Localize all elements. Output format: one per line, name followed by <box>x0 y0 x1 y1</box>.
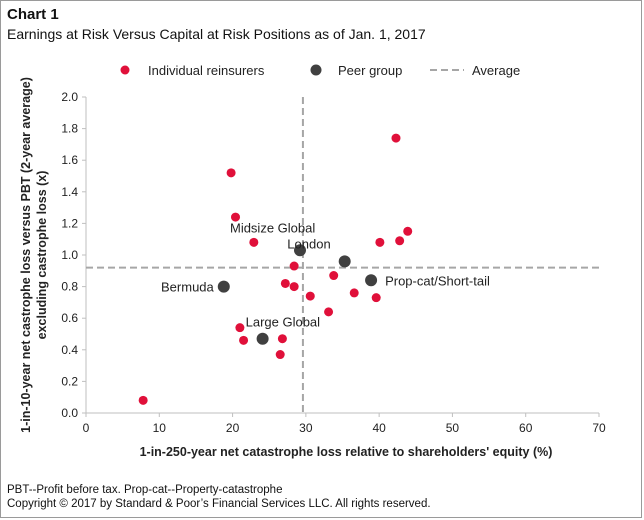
y-axis-title-line-1: 1-in-10-year net castrophe loss versus P… <box>19 77 33 433</box>
legend-label-average: Average <box>472 63 520 78</box>
x-tick-label: 60 <box>519 421 533 435</box>
peer-group-label: Bermuda <box>161 280 215 295</box>
individual-reinsurer-point <box>375 237 385 247</box>
y-tick-label: 1.0 <box>61 248 78 262</box>
data-points <box>138 133 413 405</box>
peer-group-point <box>256 332 269 345</box>
y-tick-label: 1.6 <box>61 153 78 167</box>
chart-title: Earnings at Risk Versus Capital at Risk … <box>7 26 426 42</box>
individual-reinsurer-point <box>280 278 290 288</box>
footnote: PBT--Profit before tax. Prop-cat--Proper… <box>7 484 283 496</box>
individual-reinsurer-point <box>277 334 287 344</box>
x-axis-title: 1-in-250-year net catastrophe loss relat… <box>140 445 553 459</box>
individual-reinsurer-point <box>324 307 334 317</box>
y-tick-label: 1.2 <box>61 216 78 230</box>
x-tick-label: 70 <box>592 421 606 435</box>
individual-reinsurer-point <box>239 335 249 345</box>
individual-reinsurer-point <box>249 237 259 247</box>
peer-group-label: Prop-cat/Short-tail <box>385 273 490 288</box>
individual-reinsurer-point <box>349 288 359 298</box>
copyright-notice: Copyright © 2017 by Standard & Poor’s Fi… <box>7 498 431 510</box>
x-tick-label: 20 <box>226 421 240 435</box>
peer-group-label: London <box>287 236 330 251</box>
x-tick-label: 30 <box>299 421 313 435</box>
peer-group-point <box>338 255 351 268</box>
peer-group-point <box>217 280 230 293</box>
y-axis-title-line-2: excluding castrophe loss (x) <box>35 171 49 340</box>
legend-marker-individual <box>120 65 130 75</box>
individual-reinsurer-point <box>305 291 315 301</box>
y-tick-label: 1.8 <box>61 122 78 136</box>
individual-reinsurer-point <box>235 323 245 333</box>
individual-reinsurer-point <box>391 133 401 143</box>
axes: 0.0 0.2 0.4 0.6 0.8 1.0 1.2 1.4 1.6 1.8 2.0 0 10 20 30… <box>61 90 606 435</box>
x-tick-label: 50 <box>446 421 460 435</box>
y-tick-label: 0.0 <box>61 406 78 420</box>
peer-group-point <box>365 274 378 287</box>
individual-reinsurer-point <box>275 350 285 360</box>
legend-label-individual: Individual reinsurers <box>148 63 265 78</box>
chart-label: Chart 1 <box>7 6 59 23</box>
peer-group-label: Large Global <box>246 315 321 330</box>
peer-group-point <box>293 244 306 257</box>
x-tick-label: 0 <box>83 421 90 435</box>
individual-reinsurer-point <box>329 271 339 281</box>
individual-reinsurer-point <box>138 395 148 405</box>
y-tick-label: 0.4 <box>61 343 78 357</box>
y-tick-label: 0.6 <box>61 311 78 325</box>
individual-reinsurer-point <box>395 236 405 246</box>
individual-reinsurer-point <box>403 226 413 236</box>
legend-marker-peer <box>310 64 322 76</box>
y-tick-label: 1.4 <box>61 185 78 199</box>
individual-reinsurer-point <box>231 212 241 222</box>
legend: Individual reinsurers Peer group Average <box>120 63 520 78</box>
y-tick-label: 0.2 <box>61 374 78 388</box>
individual-reinsurer-point <box>289 261 299 271</box>
x-tick-label: 10 <box>153 421 167 435</box>
y-tick-label: 0.8 <box>61 280 78 294</box>
individual-reinsurer-point <box>289 282 299 292</box>
y-tick-label: 2.0 <box>61 90 78 104</box>
x-tick-label: 40 <box>372 421 386 435</box>
individual-reinsurer-point <box>371 293 381 303</box>
peer-group-label: Midsize Global <box>230 220 315 235</box>
average-lines <box>86 97 599 413</box>
individual-reinsurer-point <box>226 168 236 178</box>
legend-label-peer: Peer group <box>338 63 402 78</box>
